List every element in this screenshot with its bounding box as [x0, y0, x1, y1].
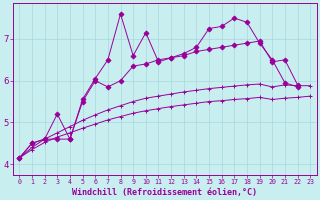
X-axis label: Windchill (Refroidissement éolien,°C): Windchill (Refroidissement éolien,°C)	[72, 188, 257, 197]
